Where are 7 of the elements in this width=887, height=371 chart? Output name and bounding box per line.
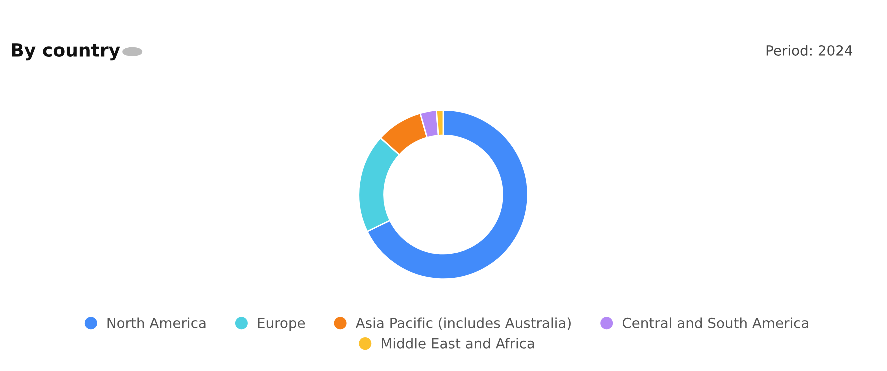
chart-subtitle: Period: 2024 <box>766 45 853 56</box>
chart-title: By country <box>12 44 120 61</box>
legend-label: North America <box>108 318 206 328</box>
legend-label: Middle East and Africa <box>382 338 534 349</box>
legend-label: Asia Pacific (includes Australia) <box>356 318 571 330</box>
legend-label: Europe <box>258 318 306 332</box>
legend-label: Central and South America <box>622 318 808 328</box>
